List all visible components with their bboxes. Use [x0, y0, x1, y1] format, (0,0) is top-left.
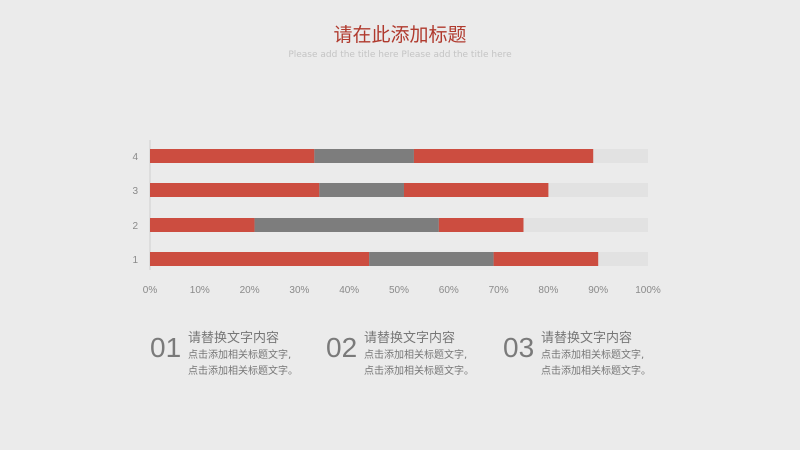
bar-segment [438, 218, 524, 232]
bar-segment [150, 252, 370, 266]
text-item-3: 03 请替换文字内容 点击添加相关标题文字, 点击添加相关标题文字。 [503, 326, 683, 377]
item-text-line: 点击添加相关标题文字。 [188, 366, 298, 377]
item-number: 03 [503, 332, 535, 363]
x-tick-label: 80% [538, 285, 558, 296]
x-tick-label: 60% [439, 285, 459, 296]
item-text-line: 点击添加相关标题文字, [364, 350, 468, 361]
bar-segment [413, 149, 594, 163]
bar-segment [319, 183, 404, 197]
y-tick-label: 2 [132, 221, 138, 232]
item-heading: 请替换文字内容 [541, 331, 633, 346]
x-tick-label: 10% [190, 285, 210, 296]
item-text-line: 点击添加相关标题文字, [188, 350, 292, 361]
text-item-1: 01 请替换文字内容 点击添加相关标题文字, 点击添加相关标题文字。 [150, 326, 330, 377]
x-tick-label: 70% [489, 285, 509, 296]
x-tick-label: 20% [240, 285, 260, 296]
x-tick-label: 30% [289, 285, 309, 296]
x-tick-label: 100% [635, 285, 661, 296]
bar-segment [254, 218, 439, 232]
bar-segment [150, 149, 315, 163]
item-text-line: 点击添加相关标题文字, [541, 350, 645, 361]
item-text-line: 点击添加相关标题文字。 [364, 366, 474, 377]
item-number: 01 [150, 332, 182, 363]
x-tick-label: 50% [389, 285, 409, 296]
bar-segment [403, 183, 549, 197]
bar-segment [150, 183, 320, 197]
bar-segment [150, 218, 255, 232]
text-item-2: 02 请替换文字内容 点击添加相关标题文字, 点击添加相关标题文字。 [326, 326, 506, 377]
bar-segment [369, 252, 494, 266]
item-text-line: 点击添加相关标题文字。 [541, 366, 651, 377]
y-tick-label: 4 [132, 152, 138, 163]
y-tick-label: 1 [132, 255, 138, 266]
item-heading: 请替换文字内容 [364, 331, 456, 346]
x-tick-label: 40% [339, 285, 359, 296]
item-number: 02 [326, 332, 358, 363]
y-tick-label: 3 [132, 186, 138, 197]
bar-segment [493, 252, 599, 266]
bar-segment [314, 149, 414, 163]
page-title: 请在此添加标题 [333, 24, 467, 46]
x-tick-label: 0% [143, 285, 158, 296]
page-subtitle: Please add the title here Please add the… [288, 50, 512, 60]
x-tick-label: 90% [588, 285, 608, 296]
item-heading: 请替换文字内容 [188, 331, 280, 346]
